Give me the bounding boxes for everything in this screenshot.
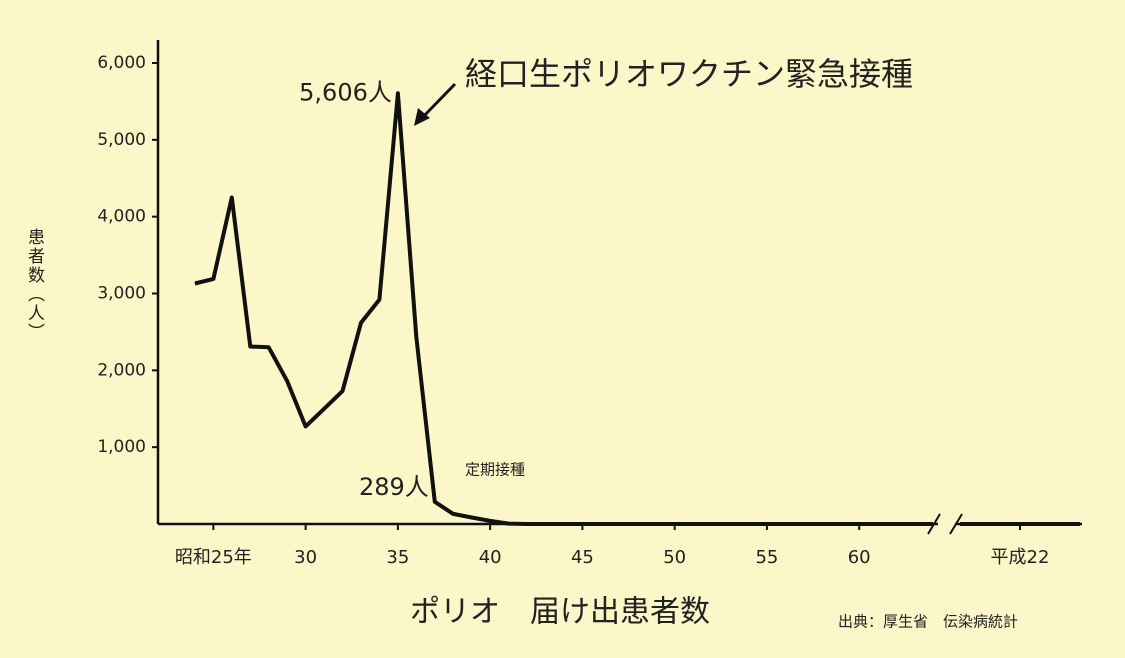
y-tick-label: 2,000 [97,360,146,380]
x-tick-label: 昭和25年 [175,547,252,568]
data-line [194,91,933,526]
x-tick-label: 45 [571,547,594,568]
annotation: 経口生ポリオワクチン緊急接種 [465,55,913,93]
chart-title: ポリオ 届け出患者数 [410,595,710,630]
x-tick-label: 60 [848,547,871,568]
annotation: 定期接種 [465,461,525,479]
x-tick-label: 30 [294,547,317,568]
x-tick-label: 50 [663,547,686,568]
annotation-arrowhead [414,108,430,126]
x-tick-label: 55 [755,547,778,568]
data-label: 289人 [359,473,429,501]
x-tick-label: 35 [386,547,409,568]
y-tick-label: 3,000 [97,284,146,304]
x-tick-label: 平成22 [991,547,1050,568]
y-tick-label: 4,000 [97,207,146,227]
axis-break [949,513,963,535]
data-label: 5,606人 [299,78,392,106]
axis-break [927,513,941,535]
source: 出典：厚生省 伝染病統計 [838,613,1018,631]
y-axis-label: 患者数（人） [24,228,44,342]
annotation-arrow [418,82,457,122]
y-tick-label: 6,000 [97,53,146,73]
y-tick-label: 5,000 [97,130,146,150]
y-tick-label: 1,000 [97,437,146,457]
x-tick-label: 40 [479,547,502,568]
